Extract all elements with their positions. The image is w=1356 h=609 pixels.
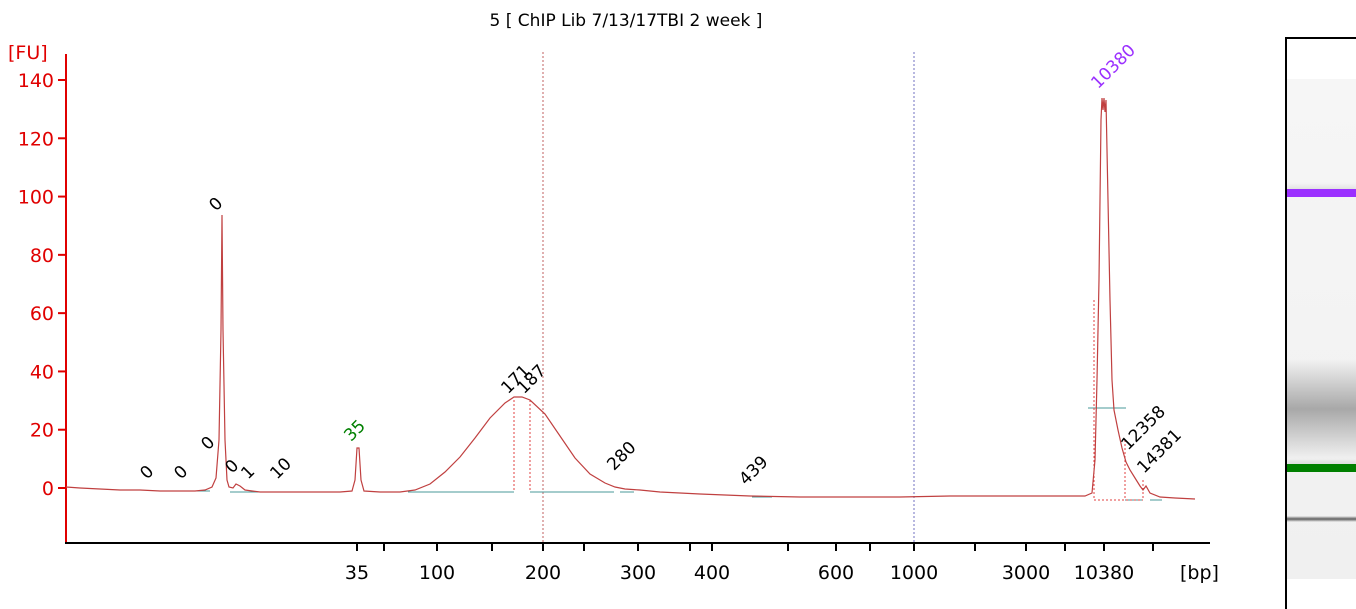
y-tick-label: 60 (30, 303, 54, 325)
x-tick-label: 300 (620, 562, 656, 584)
x-tick-label: 10380 (1074, 562, 1134, 584)
gel-band-primer-band (1287, 516, 1356, 522)
peak-label: 35 (340, 416, 369, 445)
peak-label: 0 (197, 433, 219, 455)
peak-label: 10380 (1087, 41, 1139, 93)
y-tick-label: 40 (30, 361, 54, 383)
gel-background (1287, 79, 1356, 579)
peak-label: 439 (735, 452, 772, 489)
peak-label: 280 (603, 438, 640, 475)
peak-boundaries (513, 300, 1144, 501)
x-axis-label: [bp] (1180, 562, 1219, 584)
x-tick-label: 600 (818, 562, 854, 584)
peak-label: 0 (170, 462, 192, 484)
x-tick-label: 100 (419, 562, 455, 584)
chart-title: 5 [ ChIP Lib 7/13/17TBI 2 week ] (490, 11, 763, 31)
peak-label: 1 (237, 462, 259, 484)
x-tick-label: 400 (694, 562, 730, 584)
x-tick-label: 3000 (1002, 562, 1050, 584)
x-tick-label: 1000 (890, 562, 938, 584)
peak-label: 0 (205, 194, 227, 216)
y-axis: 0 20 40 60 80 100 120 140 (18, 54, 67, 544)
gel-band-sample-smear (1287, 359, 1356, 459)
electropherogram-trace (65, 97, 1196, 500)
y-tick-label: 20 (30, 420, 54, 442)
x-tick-label: 35 (345, 562, 369, 584)
baseline-segments (180, 407, 1162, 501)
y-tick-label: 80 (30, 245, 54, 267)
x-axis: 35 100 200 300 400 600 1000 3000 10380 (65, 542, 1210, 584)
gel-band-lower-marker (1287, 464, 1356, 472)
y-tick-label: 100 (18, 187, 54, 209)
y-axis-label: [FU] (8, 42, 48, 64)
gel-band-upper-marker (1287, 189, 1356, 197)
peak-label: 0 (136, 462, 158, 484)
gridlines (542, 52, 915, 543)
y-tick-label: 0 (42, 478, 54, 500)
peak-label: 10 (266, 454, 295, 483)
x-tick-label: 200 (525, 562, 561, 584)
y-tick-label: 140 (18, 70, 54, 92)
gel-lane (1285, 37, 1356, 609)
y-tick-label: 120 (18, 128, 54, 150)
